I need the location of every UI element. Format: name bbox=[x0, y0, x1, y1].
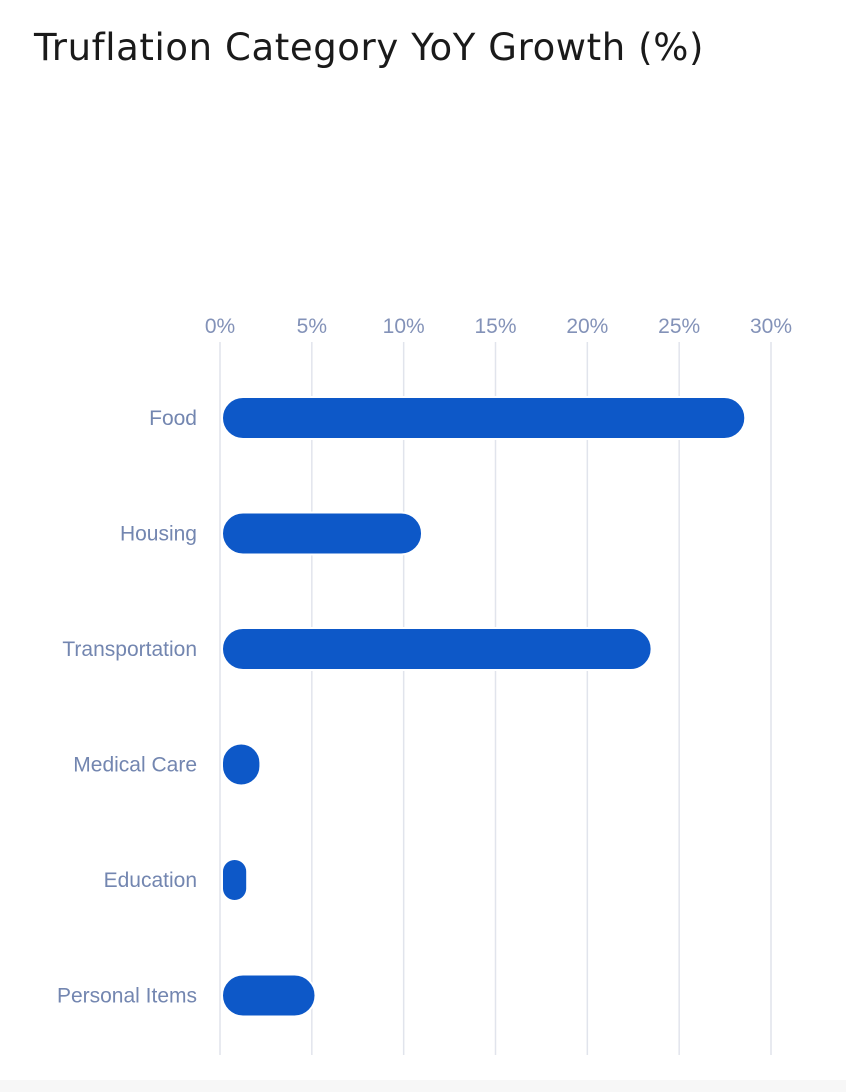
bar bbox=[221, 511, 424, 556]
bar bbox=[221, 973, 317, 1018]
x-tick-label: 20% bbox=[566, 315, 608, 338]
x-tick-label: 10% bbox=[383, 315, 425, 338]
category-label: Education bbox=[104, 869, 197, 892]
category-label: Personal Items bbox=[57, 985, 197, 1008]
bars bbox=[221, 396, 747, 1018]
x-tick-label: 25% bbox=[658, 315, 700, 338]
chart-title: Truflation Category YoY Growth (%) bbox=[34, 26, 705, 69]
x-tick-label: 0% bbox=[205, 315, 235, 338]
x-tick-label: 15% bbox=[474, 315, 516, 338]
x-tick-label: 5% bbox=[297, 315, 327, 338]
category-label: Food bbox=[149, 407, 197, 430]
bar bbox=[221, 396, 747, 440]
x-axis-ticks: 0% 5% 10% 15% 20% 25% 30% bbox=[205, 315, 792, 338]
x-tick-label: 30% bbox=[750, 315, 792, 338]
category-label: Medical Care bbox=[73, 754, 197, 777]
footer-band bbox=[0, 1080, 846, 1092]
category-labels: Food Housing Transportation Medical Care Edu… bbox=[57, 407, 197, 1008]
category-label: Transportation bbox=[62, 638, 197, 661]
grid-lines bbox=[219, 342, 772, 1055]
category-label: Housing bbox=[120, 523, 197, 546]
bar bbox=[221, 627, 653, 671]
bar bbox=[221, 858, 249, 902]
bar bbox=[221, 742, 262, 787]
